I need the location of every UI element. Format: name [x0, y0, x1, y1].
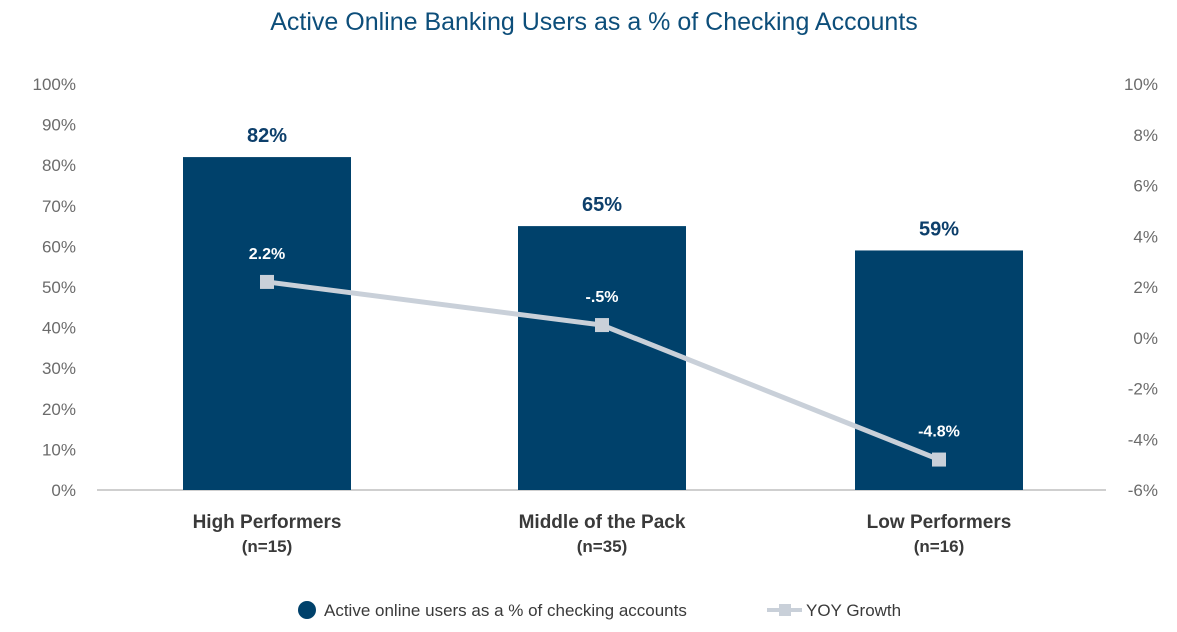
left-tick-label: 10%	[42, 440, 76, 459]
line-marker	[932, 452, 946, 467]
line-marker	[260, 274, 274, 289]
line-series: 2.2% -.5% -4.8%	[249, 246, 960, 467]
legend: Active online users as a % of checking a…	[298, 601, 901, 620]
legend-bar-label: Active online users as a % of checking a…	[324, 601, 687, 620]
left-tick-label: 70%	[42, 197, 76, 216]
line-value-label: -.5%	[586, 289, 619, 306]
category-sample-size: (n=35)	[577, 537, 628, 556]
right-tick-label: -2%	[1128, 380, 1158, 399]
right-tick-label: -4%	[1128, 430, 1158, 449]
right-tick-label: 4%	[1133, 227, 1158, 246]
right-tick-label: 0%	[1133, 329, 1158, 348]
right-tick-label: 8%	[1133, 126, 1158, 145]
right-tick-label: -6%	[1128, 481, 1158, 500]
bar-series: 82% 65% 59%	[183, 125, 1023, 490]
bar	[518, 226, 686, 490]
left-tick-label: 20%	[42, 400, 76, 419]
left-axis: 0% 10% 20% 30% 40% 50% 60% 70% 80% 90% 100%	[33, 75, 76, 500]
right-tick-label: 6%	[1133, 177, 1158, 196]
left-tick-label: 40%	[42, 319, 76, 338]
line-marker	[595, 318, 609, 333]
category-sample-size: (n=15)	[242, 537, 293, 556]
category-labels: High Performers (n=15) Middle of the Pack (…	[193, 512, 1012, 556]
category-label: High Performers	[193, 512, 342, 533]
legend-line-label: YOY Growth	[806, 601, 901, 620]
right-tick-label: 2%	[1133, 278, 1158, 297]
bar-value-label: 82%	[247, 125, 287, 147]
left-tick-label: 60%	[42, 237, 76, 256]
left-tick-label: 50%	[42, 278, 76, 297]
bar-value-label: 65%	[582, 194, 622, 216]
category-sample-size: (n=16)	[914, 537, 965, 556]
line-value-label: -4.8%	[918, 424, 960, 441]
left-tick-label: 80%	[42, 156, 76, 175]
left-tick-label: 90%	[42, 116, 76, 135]
legend-line-marker	[779, 604, 791, 616]
line-value-label: 2.2%	[249, 246, 285, 263]
left-tick-label: 100%	[33, 75, 76, 94]
right-tick-label: 10%	[1124, 75, 1158, 94]
bar	[855, 250, 1023, 490]
category-label: Low Performers	[867, 512, 1012, 533]
bar	[183, 157, 351, 490]
legend-bar-swatch	[298, 601, 316, 619]
chart-title: Active Online Banking Users as a % of Ch…	[270, 8, 918, 36]
left-tick-label: 0%	[51, 481, 76, 500]
left-tick-label: 30%	[42, 359, 76, 378]
bar-value-label: 59%	[919, 218, 959, 240]
right-axis: -6% -4% -2% 0% 2% 4% 6% 8% 10%	[1124, 75, 1158, 500]
category-label: Middle of the Pack	[519, 512, 686, 533]
